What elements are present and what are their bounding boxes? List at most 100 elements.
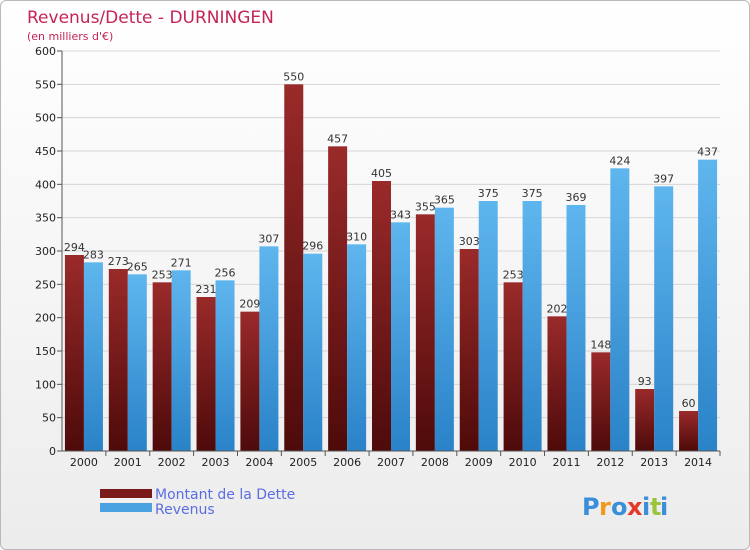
logo-letter: r [599, 493, 611, 521]
bar-group: 2942832732652532712312562093075502964573… [64, 70, 718, 452]
data-label-dette: 294 [64, 241, 85, 254]
y-tick-label: 50 [42, 412, 56, 425]
legend-label-revenus: Revenus [155, 502, 215, 518]
data-label-revenus: 375 [522, 187, 543, 200]
x-tick-label: 2008 [421, 456, 449, 469]
bar-dette [108, 269, 128, 451]
bar-revenus [391, 222, 410, 451]
bar-dette [196, 297, 216, 451]
bar-revenus [654, 186, 674, 452]
data-label-revenus: 310 [346, 230, 367, 243]
x-tick-label: 2010 [509, 456, 537, 469]
x-tick-label: 2002 [158, 456, 186, 469]
bar-dette [547, 316, 567, 451]
data-label-revenus: 265 [127, 260, 148, 273]
bar-dette [240, 311, 260, 451]
bar-revenus [171, 270, 191, 451]
y-tick-label: 250 [35, 278, 56, 291]
bar-dette [284, 84, 304, 451]
legend-swatch-dette [100, 489, 152, 498]
data-label-dette: 273 [108, 255, 129, 268]
bar-dette [679, 411, 699, 451]
y-tick-label: 600 [35, 45, 56, 58]
y-tick-label: 350 [35, 212, 56, 225]
chart-subtitle: (en milliers d'€) [27, 30, 113, 43]
legend-swatch-revenus [100, 503, 152, 512]
chart-title: Revenus/Dette - DURNINGEN [27, 8, 274, 28]
x-tick-label: 2006 [333, 456, 361, 469]
y-tick-label: 500 [35, 112, 56, 125]
x-tick-label: 2011 [552, 456, 580, 469]
bar-dette [372, 181, 391, 451]
bar-revenus [347, 244, 367, 451]
y-tick-label: 0 [49, 445, 56, 458]
data-label-revenus: 296 [302, 240, 323, 253]
bar-revenus [259, 246, 279, 451]
bar-revenus [127, 274, 147, 451]
bar-dette [64, 255, 84, 451]
y-tick-label: 150 [35, 345, 56, 358]
data-label-revenus: 375 [478, 187, 499, 200]
data-label-revenus: 307 [258, 232, 279, 245]
bar-dette [591, 352, 611, 451]
data-label-dette: 202 [546, 302, 567, 315]
bar-dette [328, 146, 348, 452]
bar-revenus [522, 201, 542, 451]
data-label-dette: 231 [196, 283, 217, 296]
legend: Montant de la Dette Revenus [100, 487, 295, 518]
x-tick-label: 2005 [289, 456, 317, 469]
data-label-dette: 148 [590, 338, 611, 351]
logo-letter: x [627, 493, 643, 521]
data-label-revenus: 283 [83, 248, 104, 261]
legend-label-dette: Montant de la Dette [155, 487, 295, 503]
x-tick-label: 2000 [70, 456, 98, 469]
data-label-revenus: 256 [215, 266, 236, 279]
bar-dette [415, 214, 435, 451]
x-tick-label: 2007 [377, 456, 405, 469]
data-label-dette: 60 [682, 397, 696, 410]
y-tick-label: 300 [35, 245, 56, 258]
bar-revenus [478, 201, 498, 451]
bar-dette [459, 249, 479, 451]
logo-letter: t [650, 493, 661, 521]
bar-revenus [566, 205, 586, 451]
y-tick-label: 450 [35, 145, 56, 158]
x-tick-label: 2012 [596, 456, 624, 469]
data-label-dette: 355 [415, 200, 436, 213]
data-label-revenus: 424 [609, 154, 630, 167]
data-label-dette: 303 [459, 235, 480, 248]
bar-revenus [83, 262, 103, 451]
x-tick-label: 2009 [465, 456, 493, 469]
logo-letter: i [642, 493, 650, 521]
bar-dette [635, 389, 655, 451]
data-label-dette: 209 [239, 298, 260, 311]
x-tick-label: 2014 [684, 456, 712, 469]
bar-revenus [303, 253, 323, 451]
data-label-revenus: 343 [390, 208, 411, 221]
y-tick-label: 100 [35, 378, 56, 391]
bar-revenus [434, 207, 454, 451]
data-label-dette: 93 [638, 375, 652, 388]
data-label-revenus: 369 [565, 191, 586, 204]
logo-letter: o [611, 493, 628, 521]
x-tick-label: 2001 [114, 456, 142, 469]
legend-swatch-separator [100, 498, 152, 502]
logo-letter: P [582, 493, 600, 521]
data-label-dette: 405 [371, 167, 392, 180]
bar-revenus [215, 280, 235, 451]
x-tick-label: 2003 [202, 456, 230, 469]
x-tick-label: 2013 [640, 456, 668, 469]
x-axis-ticks: 2000 2001 2002 2003 2004 2005 2006 2007 2008 2009… [70, 451, 721, 469]
data-label-revenus: 365 [434, 194, 455, 207]
bar-revenus [698, 159, 718, 451]
data-label-dette: 550 [283, 70, 304, 83]
y-axis-ticks: 0 50 100 150 200 250 300 350 400 450 500 550 600 [35, 45, 62, 458]
x-tick-label: 2004 [245, 456, 273, 469]
y-tick-label: 400 [35, 178, 56, 191]
bar-dette [152, 282, 172, 451]
data-label-revenus: 437 [697, 146, 718, 159]
data-label-revenus: 397 [653, 172, 674, 185]
y-tick-label: 200 [35, 312, 56, 325]
